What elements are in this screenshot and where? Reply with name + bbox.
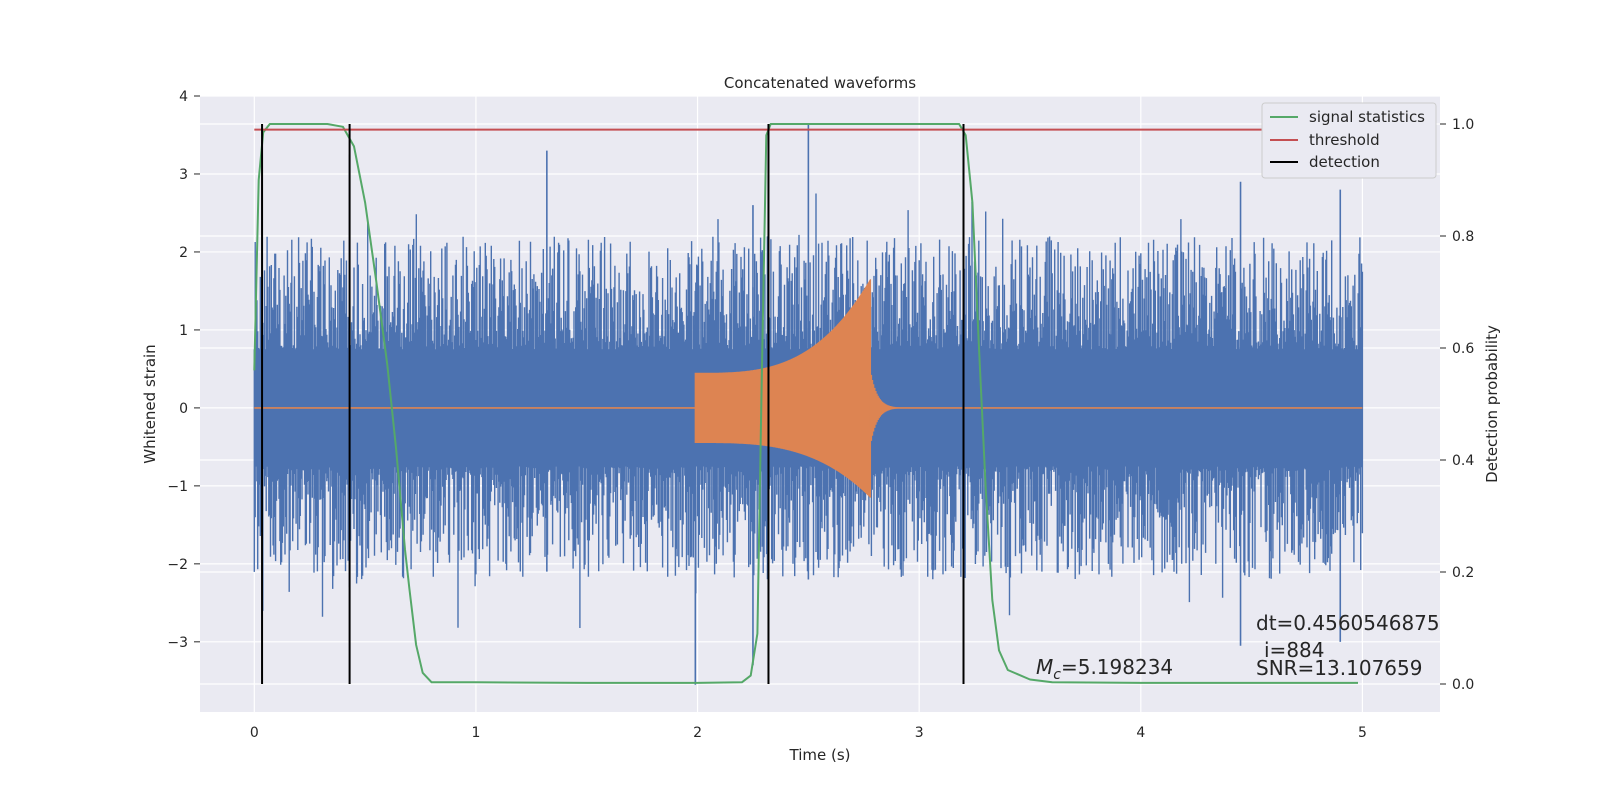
x-axis-label: Time (s) <box>789 746 851 764</box>
y-tick-labels: −3 −2 −1 0 1 2 3 4 <box>167 89 200 651</box>
x-tick-label: 4 <box>1136 725 1145 741</box>
legend-label-threshold: threshold <box>1309 131 1380 149</box>
y-tick-label: 0 <box>179 401 188 417</box>
x-tick-label: 3 <box>915 725 924 741</box>
annotation-snr: SNR=13.107659 <box>1256 656 1422 680</box>
detection-series <box>261 124 965 684</box>
y-right-tick-labels: 0.0 0.2 0.4 0.6 0.8 1.0 <box>1440 117 1474 693</box>
x-tick-label: 0 <box>250 725 259 741</box>
x-tick-label: 5 <box>1358 725 1367 741</box>
chirp-mass-subscript: c <box>1053 667 1061 683</box>
signal-statistics-series <box>253 123 1358 684</box>
legend-label-detection: detection <box>1309 153 1380 171</box>
y-axis-label: Whitened strain <box>141 344 159 463</box>
y-tick-label: −1 <box>167 479 188 495</box>
annotation-chirp-mass: Mc=5.198234 <box>1036 655 1173 683</box>
signal-statistics-line <box>253 123 1358 684</box>
annotation-i: i=884 <box>1264 638 1325 662</box>
x-tick-label: 2 <box>693 725 702 741</box>
y-right-tick-label: 0.4 <box>1452 453 1474 469</box>
y-tick-label: 4 <box>179 89 188 105</box>
template-series <box>254 279 1363 498</box>
template-chirp <box>694 279 872 498</box>
annotation-dt: dt=0.4560546875 <box>1256 611 1440 635</box>
y-tick-label: −3 <box>167 635 188 651</box>
legend-box <box>1261 102 1437 179</box>
y-right-tick-label: 1.0 <box>1452 117 1474 133</box>
y-right-tick-label: 0.8 <box>1452 229 1474 245</box>
y-right-tick-label: 0.2 <box>1452 565 1474 581</box>
template-ringdown <box>869 368 916 447</box>
chart-title: Concatenated waveforms <box>724 74 916 92</box>
y-right-tick-label: 0.6 <box>1452 341 1474 357</box>
legend: signal statistics threshold detection <box>1261 102 1437 179</box>
y-tick-label: 3 <box>179 167 188 183</box>
legend-label-signal-statistics: signal statistics <box>1309 108 1425 126</box>
chirp-mass-value: =5.198234 <box>1061 655 1173 679</box>
y-right-tick-label: 0.0 <box>1452 677 1474 693</box>
y-tick-label: 1 <box>179 323 188 339</box>
y-tick-label: 2 <box>179 245 188 261</box>
x-tick-label: 1 <box>471 725 480 741</box>
chirp-mass-symbol: M <box>1036 655 1053 679</box>
x-tick-labels: 0 1 2 3 4 5 <box>250 725 1367 741</box>
y-right-axis-label: Detection probability <box>1483 325 1501 483</box>
y-tick-label: −2 <box>167 557 188 573</box>
